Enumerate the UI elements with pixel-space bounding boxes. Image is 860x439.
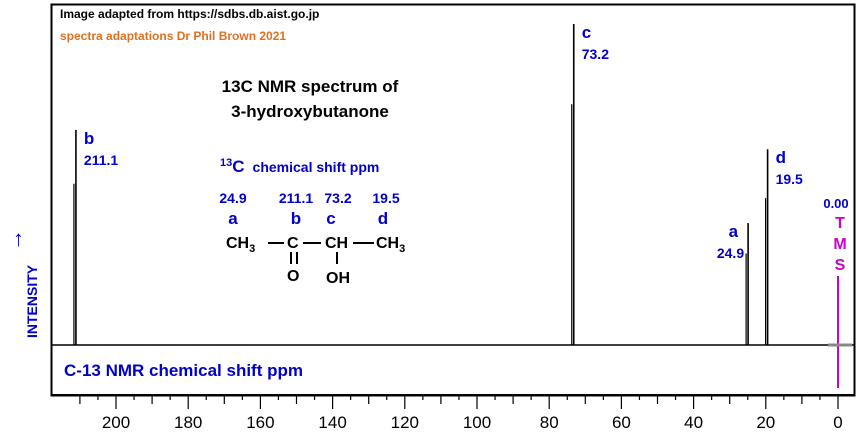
peak-letter-a: a [729,222,739,241]
structure-letter-b: b [291,209,301,228]
x-tick-label: 100 [463,413,491,432]
peak-b: b 211.1 [73,129,118,345]
group-ch-middle: CH [325,235,348,252]
chart-title-line2: 3-hydroxybutanone [231,102,389,121]
x-tick-label: 180 [174,413,202,432]
group-ch3-left-sub: 3 [249,243,255,255]
group-ch3-left-ch: CH [226,235,249,252]
x-tick-label: 160 [246,413,274,432]
x-tick-label: 20 [756,413,775,432]
x-tick-label: 80 [540,413,559,432]
structure-letter-d: d [378,209,388,228]
group-ch3-right-sub: 3 [399,243,405,255]
group-ch3-right: CH3 [376,235,405,255]
structure-shift-b: 211.1 [279,190,313,206]
x-tick-label: 40 [684,413,703,432]
structure-shift-a: 24.9 [219,190,246,206]
peak-c: c 73.2 [571,23,609,345]
y-axis-arrow: → [2,229,27,251]
tms-value-label: 0.00 [823,196,848,211]
x-tick-label: 60 [612,413,631,432]
tms-letter-m: M [833,236,846,253]
carbonyl-oxygen: O [287,268,299,285]
plot-frame [50,3,856,397]
structure-letter-a: a [228,209,238,228]
structure-heading: 13C chemical shift ppm [220,157,379,176]
heading-rest: chemical shift ppm [253,159,380,175]
x-axis-label: C-13 NMR chemical shift ppm [64,361,303,380]
author-credit: spectra adaptations Dr Phil Brown 2021 [60,29,286,43]
peak-shift-a: 24.9 [717,245,744,261]
molecule-structure: 13C chemical shift ppm 24.9 211.1 73.2 19… [219,157,399,228]
structure-shift-d: 19.5 [372,190,399,206]
peak-letter-d: d [776,148,786,167]
group-ch3-right-ch: CH [376,235,399,252]
source-credit: Image adapted from https://sdbs.db.aist.… [60,7,319,21]
group-carbonyl-c: C [287,235,299,252]
peak-d: d 19.5 [765,148,803,345]
peaks-layer: b 211.1 c 73.2 a 24.9 d 19.5 [73,23,803,345]
hydroxyl-group: OH [326,270,350,287]
tms-letter-t: T [835,215,845,232]
tms-letter-s: S [835,257,846,274]
peak-shift-d: 19.5 [776,171,803,187]
x-axis-ticks: 200 180 160 140 120 100 80 60 40 20 0 [79,395,843,432]
structure-shift-c: 73.2 [324,190,351,206]
chart-title-line1: 13C NMR spectrum of [222,77,399,96]
structure-letter-c: c [326,209,335,228]
x-tick-label: 120 [391,413,419,432]
heading-c: C [232,157,244,176]
x-tick-label: 200 [102,413,130,432]
x-tick-label: 0 [833,413,842,432]
peak-a: a 24.9 [717,222,749,345]
peak-shift-c: 73.2 [582,46,609,62]
heading-superscript: 13 [220,157,232,169]
group-ch3-left: CH3 [226,235,255,255]
x-tick-label: 140 [318,413,346,432]
peak-shift-b: 211.1 [84,152,118,168]
peak-letter-b: b [84,129,94,148]
y-axis-label: INTENSITY [24,264,40,338]
peak-letter-c: c [582,23,591,42]
molecule-formula: CH3 C CH CH3 O OH [226,235,405,287]
